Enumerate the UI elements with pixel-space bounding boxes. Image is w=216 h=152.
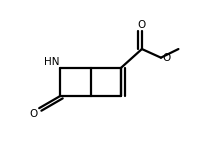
Text: O: O [162,53,170,63]
Text: O: O [29,109,38,119]
Text: HN: HN [44,57,60,67]
Text: O: O [137,20,145,30]
